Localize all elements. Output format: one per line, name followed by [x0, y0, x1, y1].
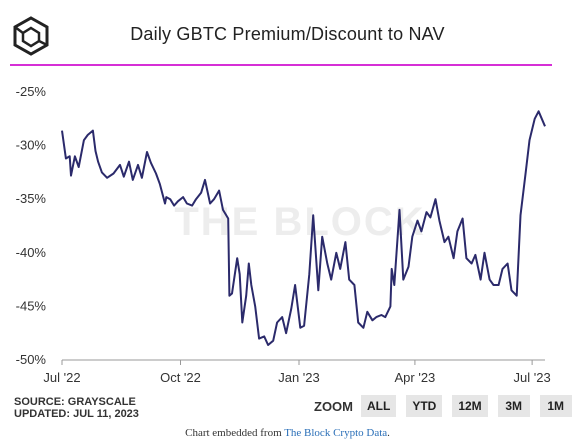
y-tick-label: -25%	[16, 84, 47, 99]
x-tick-label: Jan '23	[278, 370, 320, 385]
header-divider	[10, 64, 552, 66]
zoom-ytd-button[interactable]: YTD	[406, 395, 443, 417]
y-tick-label: -50%	[16, 352, 47, 367]
series-line	[61, 110, 546, 346]
zoom-1m-button[interactable]: 1M	[539, 395, 572, 417]
zoom-controls: ZOOM ALL YTD 12M 3M 1M	[314, 394, 575, 418]
line-chart: THE BLOCK -25% -30% -35% -40% -45% -50% Jul '…	[16, 84, 551, 385]
y-tick-label: -30%	[16, 138, 47, 153]
y-tick-label: -45%	[16, 298, 47, 313]
embed-prefix: Chart embedded from	[185, 427, 285, 439]
embed-link[interactable]: The Block Crypto Data	[284, 427, 388, 439]
zoom-all-button[interactable]: ALL	[361, 395, 397, 417]
source-line: SOURCE: GRAYSCALE	[14, 396, 136, 408]
zoom-3m-button[interactable]: 3M	[497, 395, 530, 417]
chart-title: Daily GBTC Premium/Discount to NAV	[130, 24, 445, 44]
y-tick-label: -40%	[16, 245, 47, 260]
zoom-12m-button[interactable]: 12M	[452, 395, 488, 417]
embed-suffix: .	[387, 427, 390, 439]
watermark: THE BLOCK	[174, 200, 425, 244]
embed-note: Chart embedded from The Block Crypto Dat…	[0, 427, 575, 439]
x-tick-label: Jul '23	[514, 370, 551, 385]
zoom-label: ZOOM	[314, 398, 353, 414]
the-block-cube-logo-icon	[13, 16, 49, 56]
source-note: SOURCE: GRAYSCALE UPDATED: JUL 11, 2023	[14, 396, 139, 420]
x-tick-label: Oct '22	[160, 370, 201, 385]
x-tick-label: Jul '22	[43, 370, 80, 385]
y-tick-label: -35%	[16, 191, 47, 206]
updated-line: UPDATED: JUL 11, 2023	[14, 408, 139, 420]
x-tick-label: Apr '23	[395, 370, 436, 385]
